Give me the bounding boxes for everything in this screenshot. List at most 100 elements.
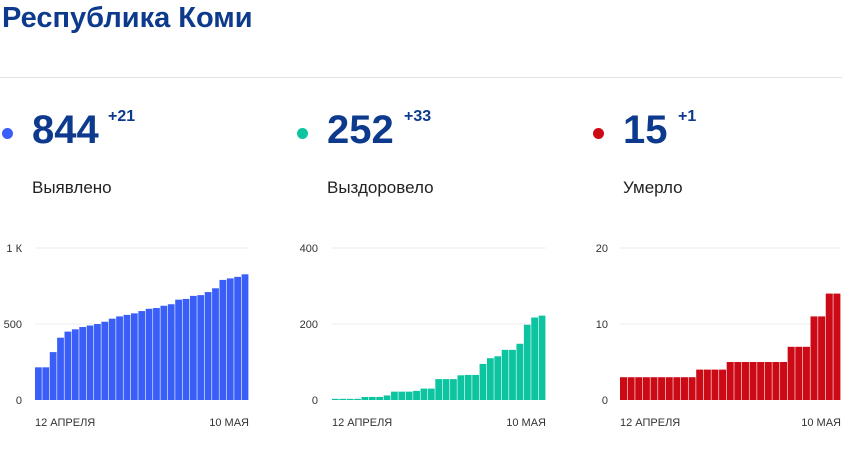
bar [810,316,818,400]
bar [680,377,688,400]
bar [234,276,242,400]
bar [450,379,457,400]
stat-value: 844 [32,108,99,152]
stat-deaths: 15 +1 Умерло [593,108,852,208]
y-tick-label: 200 [300,319,318,331]
y-tick-label: 400 [300,243,318,255]
y-tick-label: 1 К [6,243,22,255]
bar [182,298,190,400]
bar [145,308,153,400]
bar [361,396,369,400]
bar [57,337,64,400]
bar [772,362,780,400]
bar [160,305,168,400]
bar [101,321,109,400]
y-tick-label: 0 [602,395,608,407]
bar [472,374,479,400]
stat-label: Выздоровело [327,178,434,197]
bar [802,346,810,400]
bar [79,327,87,400]
x-tick-label: 12 АПРЕЛЯ [620,417,680,429]
bar [703,369,711,400]
bar [116,316,123,400]
bar [780,362,788,400]
chart-confirmed: 0 500 1 К 12 АПРЕЛЯ 10 МАЯ [4,243,249,429]
stat-value: 15 [623,108,668,152]
bar [620,377,628,400]
y-tick-label: 20 [596,243,608,255]
bar [538,315,546,400]
bar [494,356,502,400]
stat-delta: +1 [678,108,697,125]
bar [509,349,516,400]
bar [427,388,435,400]
bar [64,331,72,400]
stat-recovered: 252 +33 Выздоровело [297,108,557,208]
bar [413,390,420,400]
bar [71,329,79,400]
chart-recovered: 0 200 400 12 АПРЕЛЯ 10 МАЯ [300,243,546,429]
bar [86,325,94,400]
bar [696,369,704,400]
bar [123,314,131,400]
bar [175,299,182,400]
bar [719,369,727,400]
bar [435,379,443,400]
bar [108,318,116,400]
bar [49,352,57,400]
bar [516,343,524,400]
bar [241,274,249,400]
bar [711,369,719,400]
series-dot-icon [593,128,604,139]
bar [531,317,539,400]
bar [734,362,742,400]
bar [383,395,391,400]
bar [42,367,50,400]
bar [764,362,772,400]
bar [642,377,650,400]
bar [391,391,398,400]
stat-confirmed: 844 +21 Выявлено [2,108,262,208]
bar [35,367,42,400]
bar [464,374,472,400]
divider [0,77,842,78]
bar [167,304,175,400]
bar [94,324,101,400]
bar [332,398,339,400]
bar [197,295,205,400]
bar [741,362,749,400]
bar [650,377,658,400]
y-tick-label: 0 [312,395,318,407]
page-title: Республика Коми [2,2,253,34]
bar [138,311,146,400]
bar [189,295,197,400]
bar [376,396,384,400]
stat-label: Выявлено [32,178,112,197]
stat-delta: +21 [108,108,136,125]
bar [442,379,450,400]
bar [226,278,234,400]
bar [787,346,795,400]
bar [825,293,833,400]
stat-label: Умерло [623,178,683,197]
series-dot-icon [297,128,308,139]
bar [398,391,406,400]
bar [627,377,635,400]
chart-deaths: 0 10 20 12 АПРЕЛЯ 10 МАЯ [596,243,841,429]
bar [212,288,219,400]
x-tick-label: 10 МАЯ [801,417,841,429]
bar [635,377,643,400]
x-tick-label: 10 МАЯ [209,417,249,429]
bar [726,362,734,400]
bar [795,346,803,400]
x-tick-label: 12 АПРЕЛЯ [35,417,95,429]
bar [204,292,212,400]
bar [749,362,757,400]
bar [523,324,531,400]
bar [833,293,841,400]
bar [757,362,765,400]
bar [665,377,673,400]
stat-value: 252 [327,108,394,152]
bar [501,349,509,400]
y-tick-label: 0 [16,395,22,407]
